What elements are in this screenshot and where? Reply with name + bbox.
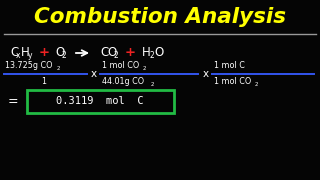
Text: O: O: [154, 46, 163, 60]
FancyBboxPatch shape: [27, 90, 174, 113]
Text: =: =: [8, 96, 19, 109]
Text: 1 mol CO: 1 mol CO: [214, 78, 251, 87]
Text: 2: 2: [149, 51, 154, 60]
Text: 2: 2: [255, 82, 259, 87]
Text: 2: 2: [143, 66, 147, 71]
Text: x: x: [16, 51, 20, 60]
Text: 13.725g CO: 13.725g CO: [5, 62, 52, 71]
Text: 2: 2: [62, 51, 67, 60]
Text: x: x: [203, 69, 209, 79]
Text: +: +: [124, 46, 135, 60]
Text: C: C: [100, 46, 108, 60]
Text: Combustion Analysis: Combustion Analysis: [34, 7, 286, 27]
Text: 1 mol CO: 1 mol CO: [102, 62, 139, 71]
Text: H: H: [21, 46, 30, 60]
Text: 2: 2: [114, 51, 119, 60]
Text: 2: 2: [151, 82, 155, 87]
Text: +: +: [38, 46, 50, 60]
Text: O: O: [107, 46, 116, 60]
Text: y: y: [28, 51, 33, 60]
Text: 1 mol C: 1 mol C: [214, 62, 245, 71]
Text: 44.01g CO: 44.01g CO: [102, 78, 144, 87]
Text: 0.3119  mol  C: 0.3119 mol C: [56, 96, 144, 107]
Text: H: H: [142, 46, 151, 60]
Text: O: O: [55, 46, 64, 60]
Text: x: x: [91, 69, 97, 79]
Text: C: C: [10, 46, 18, 60]
Text: 2: 2: [57, 66, 60, 71]
Text: 1: 1: [42, 78, 46, 87]
